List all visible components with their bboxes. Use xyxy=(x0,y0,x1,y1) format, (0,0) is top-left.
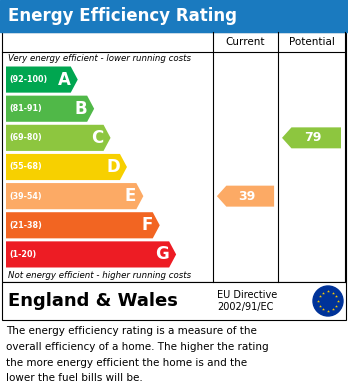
Bar xyxy=(2,282,346,320)
Text: Potential: Potential xyxy=(288,37,334,47)
Text: (92-100): (92-100) xyxy=(9,75,47,84)
Bar xyxy=(0,0,348,32)
Text: EU Directive: EU Directive xyxy=(217,290,277,300)
Text: E: E xyxy=(125,187,136,205)
Text: England & Wales: England & Wales xyxy=(8,292,178,310)
Text: (21-38): (21-38) xyxy=(9,221,42,230)
Bar xyxy=(2,32,346,282)
Polygon shape xyxy=(217,186,274,206)
Polygon shape xyxy=(6,212,160,239)
Polygon shape xyxy=(6,241,176,267)
Text: Not energy efficient - higher running costs: Not energy efficient - higher running co… xyxy=(8,271,191,280)
Text: the more energy efficient the home is and the: the more energy efficient the home is an… xyxy=(6,358,247,368)
Text: B: B xyxy=(74,100,87,118)
Text: (69-80): (69-80) xyxy=(9,133,42,142)
Polygon shape xyxy=(6,183,143,209)
Polygon shape xyxy=(6,96,94,122)
Text: Energy Efficiency Rating: Energy Efficiency Rating xyxy=(8,7,237,25)
Text: (39-54): (39-54) xyxy=(9,192,42,201)
Text: Current: Current xyxy=(226,37,265,47)
Text: Very energy efficient - lower running costs: Very energy efficient - lower running co… xyxy=(8,54,191,63)
Text: 39: 39 xyxy=(238,190,255,203)
Polygon shape xyxy=(6,66,78,93)
Text: overall efficiency of a home. The higher the rating: overall efficiency of a home. The higher… xyxy=(6,342,269,352)
Text: F: F xyxy=(141,216,153,234)
Polygon shape xyxy=(6,154,127,180)
Text: 2002/91/EC: 2002/91/EC xyxy=(217,303,274,312)
Text: lower the fuel bills will be.: lower the fuel bills will be. xyxy=(6,373,143,384)
Polygon shape xyxy=(6,125,111,151)
Text: C: C xyxy=(91,129,104,147)
Text: 79: 79 xyxy=(304,131,321,144)
Text: (1-20): (1-20) xyxy=(9,250,36,259)
Text: G: G xyxy=(156,246,169,264)
Text: D: D xyxy=(106,158,120,176)
Text: (81-91): (81-91) xyxy=(9,104,42,113)
Text: A: A xyxy=(58,70,71,89)
Polygon shape xyxy=(282,127,341,148)
Text: (55-68): (55-68) xyxy=(9,163,42,172)
Circle shape xyxy=(313,286,343,316)
Text: The energy efficiency rating is a measure of the: The energy efficiency rating is a measur… xyxy=(6,326,257,336)
